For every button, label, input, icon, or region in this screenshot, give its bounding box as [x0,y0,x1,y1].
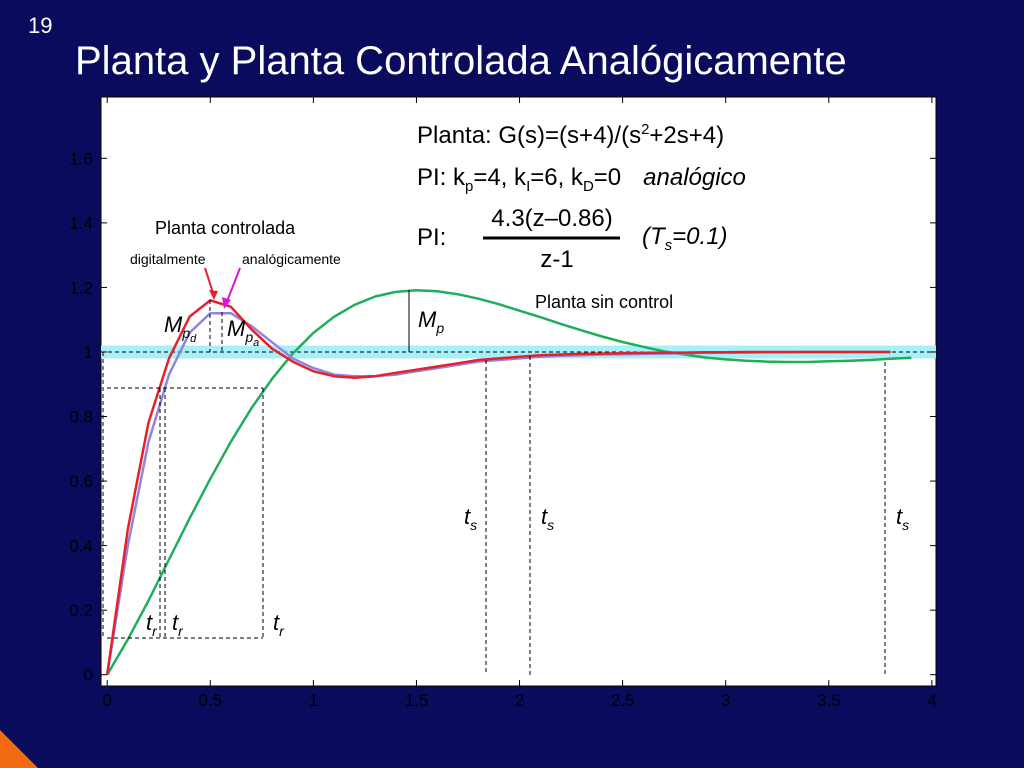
sym: t [464,504,471,529]
sym: t [896,504,903,529]
mpa-label: Mpa [227,316,259,349]
x-tick-label: 0 [102,691,111,710]
y-tick-label: 0.2 [69,601,93,620]
sym: M [227,316,246,341]
series-line [105,299,891,675]
gains-formula: PI: kp=4, kI=6, kD=0 analógico [417,164,746,195]
formula-sub: I [526,178,530,195]
numerator: 4.3(z–0.86) [491,205,612,232]
sym-sub: p [435,320,444,336]
formula-part: Planta: G(s)=(s+4)/(s [417,122,641,149]
x-tick-label: 1 [309,691,318,710]
formula-sub: p [465,178,473,195]
sym-sub: p [244,329,253,345]
formula-part: =0 [594,164,621,191]
sym-sub: d [190,333,197,345]
formula-part: =0.1) [672,223,727,250]
y-tick-label: 1.2 [69,278,93,297]
tr-label: tr [273,610,285,639]
ts-label: ts [464,504,477,533]
plot-area [100,96,937,687]
x-tick-label: 4 [927,691,936,710]
formula-part: (T [642,223,667,250]
arrow-head [209,290,218,300]
legend-entry: digitalmente [130,251,206,267]
tr-label: tr [172,610,184,639]
sym: M [418,307,437,332]
sym-sub: r [178,623,184,639]
x-tick-label: 3 [721,691,730,710]
x-tick-label: 1.5 [405,691,429,710]
x-tick-label: 0.5 [198,691,222,710]
y-tick-label: 0 [84,666,93,685]
settling-time-guides [485,356,886,675]
tolerance-band [101,345,936,359]
mp-label: Mp [418,307,444,336]
slide-title: Planta y Planta Controlada Analógicament… [75,39,847,83]
formula-part: =6, k [530,164,584,191]
y-tick-label: 0.4 [69,537,93,556]
sym: t [172,610,179,635]
y-tick-label: 0.6 [69,472,93,491]
x-tick-label: 2.5 [611,691,635,710]
sym-sub: a [253,337,259,349]
sym-sub: s [470,517,477,533]
y-tick-label: 1 [84,343,93,362]
y-tick-label: 1.4 [69,214,93,233]
corner-decoration [0,730,38,768]
formula-sub: s [665,237,673,254]
sym-sub: r [279,623,285,639]
x-tick-label: 3.5 [817,691,841,710]
sym-sub: s [547,517,554,533]
ts-label: ts [896,504,909,533]
sampling-period: (Ts=0.1) [642,223,728,254]
mpd-label: Mpd [164,312,197,345]
sym: t [146,610,153,635]
pi-label: PI: [417,224,446,251]
formula-sup: 2 [641,121,649,138]
annotation-guides [102,267,886,675]
denominator: z-1 [540,246,573,273]
legend-entry: Planta sin control [535,292,673,312]
sym-sub: r [152,623,158,639]
sym-sub: p [181,325,190,341]
formula-part: PI: k [417,164,466,191]
annotation-symbols: Mp Mpd Mpa tr tr tr ts ts ts [146,307,909,639]
sym-sub: s [902,517,909,533]
series-line [106,289,912,676]
arrow-head [222,297,231,309]
slide-number: 19 [28,13,52,38]
legend-title: Planta controlada [155,218,296,238]
plant-formula: Planta: G(s)=(s+4)/(s2+2s+4) [417,121,724,149]
sym: t [541,504,548,529]
legend-arrow [225,267,241,305]
formula-part: =4, k [473,164,527,191]
formula-part: +2s+4) [649,122,724,149]
tr-label: tr [146,610,158,639]
y-tick-label: 1.6 [69,149,93,168]
ts-label: ts [541,504,554,533]
legend-entry: analógicamente [242,251,341,267]
y-tick-label: 0.8 [69,408,93,427]
x-tick-label: 2 [515,691,524,710]
rise-time-guides [102,352,264,639]
formula-mode: analógico [643,164,746,191]
sym: M [164,312,183,337]
sym: t [273,610,280,635]
formula-sub: D [583,178,594,195]
plot [101,97,936,686]
overshoot-guides [209,300,223,352]
